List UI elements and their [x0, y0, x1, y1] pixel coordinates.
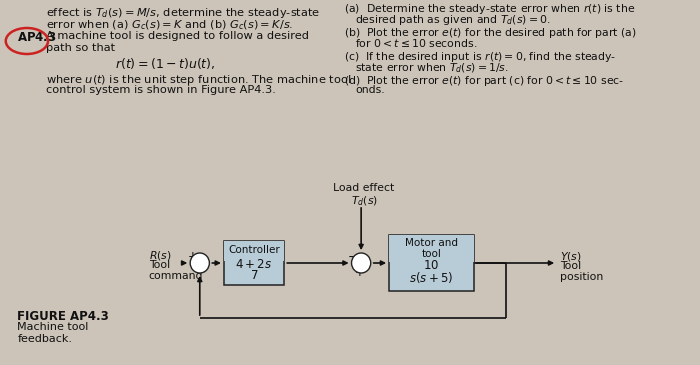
Text: error when (a) $G_c(s) = K$ and (b) $G_c(s) = K/s$.: error when (a) $G_c(s) = K$ and (b) $G_c… — [46, 18, 293, 32]
Text: onds.: onds. — [356, 85, 385, 95]
Text: $10$: $10$ — [424, 259, 440, 272]
Text: control system is shown in Figure AP4.3.: control system is shown in Figure AP4.3. — [46, 85, 276, 95]
Text: −: − — [195, 265, 206, 278]
Text: FIGURE AP4.3: FIGURE AP4.3 — [18, 310, 109, 323]
Text: $T_d(s)$: $T_d(s)$ — [351, 194, 377, 208]
Text: +: + — [355, 265, 365, 278]
Text: $r(t) = (1 - t)u(t),$: $r(t) = (1 - t)u(t),$ — [116, 56, 216, 71]
Text: (d)  Plot the error $e(t)$ for part (c) for $0 < t \leq 10$ sec-: (d) Plot the error $e(t)$ for part (c) f… — [344, 74, 624, 88]
Text: Motor and: Motor and — [405, 238, 458, 248]
Text: state error when $T_d(s) = 1/s$.: state error when $T_d(s) = 1/s$. — [356, 61, 509, 74]
Text: A machine tool is designed to follow a desired: A machine tool is designed to follow a d… — [46, 31, 309, 41]
Text: −: − — [348, 250, 358, 264]
Text: Machine tool: Machine tool — [18, 322, 89, 332]
Text: position: position — [560, 272, 603, 282]
Circle shape — [190, 253, 209, 273]
Text: $s(s + 5)$: $s(s + 5)$ — [409, 270, 454, 285]
Text: Controller: Controller — [228, 245, 280, 255]
Text: (a)  Determine the steady-state error when $r(t)$ is the: (a) Determine the steady-state error whe… — [344, 2, 635, 16]
Bar — [389, 235, 473, 291]
Text: $Y(s)$: $Y(s)$ — [560, 250, 582, 263]
Circle shape — [351, 253, 371, 273]
Text: $7$: $7$ — [250, 269, 258, 282]
Text: where $u(t)$ is the unit step function. The machine tool: where $u(t)$ is the unit step function. … — [46, 73, 351, 87]
Text: $\mathbf{AP4.3}$: $\mathbf{AP4.3}$ — [18, 31, 57, 44]
Text: tool: tool — [421, 249, 441, 259]
Bar — [389, 235, 473, 262]
Text: command: command — [149, 271, 204, 281]
Text: $4 + 2s$: $4 + 2s$ — [235, 258, 273, 272]
Text: path so that: path so that — [46, 43, 116, 53]
Text: feedback.: feedback. — [18, 334, 72, 344]
Text: (c)  If the desired input is $r(t) = 0$, find the steady-: (c) If the desired input is $r(t) = 0$, … — [344, 50, 616, 64]
Bar — [224, 241, 284, 261]
Text: Tool: Tool — [149, 260, 170, 270]
Text: (b)  Plot the error $e(t)$ for the desired path for part (a): (b) Plot the error $e(t)$ for the desire… — [344, 26, 636, 40]
Text: desired path as given and $T_d(s) = 0$.: desired path as given and $T_d(s) = 0$. — [356, 13, 551, 27]
Text: Load effect: Load effect — [333, 183, 395, 193]
Text: +: + — [188, 250, 198, 264]
Text: $R(s)$: $R(s)$ — [149, 249, 172, 262]
Text: effect is $T_d(s) = M/s$, determine the steady-state: effect is $T_d(s) = M/s$, determine the … — [46, 6, 321, 20]
Bar — [224, 241, 284, 285]
Text: for $0 < t \leq 10$ seconds.: for $0 < t \leq 10$ seconds. — [356, 37, 477, 49]
Text: Tool: Tool — [560, 261, 581, 271]
